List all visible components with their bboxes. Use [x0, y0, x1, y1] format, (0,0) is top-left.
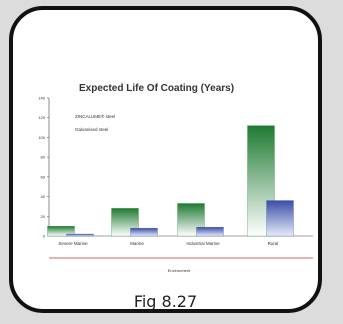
y-tick-label: 0 [43, 234, 46, 239]
bar-series-1-1 [111, 208, 139, 237]
legend-label-series-1: ZINCALUME® steel [75, 113, 115, 119]
bar-series-2-2 [196, 226, 224, 237]
bar-series-2-1 [130, 227, 158, 237]
y-tick-label: 80 [41, 155, 46, 160]
chart-title: Expected Life Of Coating (Years) [79, 83, 234, 94]
bars [47, 125, 294, 237]
chart-area: Expected Life Of Coating (Years) ZINCALU… [31, 68, 318, 280]
legend: ZINCALUME® steel Galvanised steel [75, 113, 115, 132]
category-label: Rural [268, 241, 279, 246]
y-tick-label: 120 [38, 115, 45, 120]
legend-label-series-2: Galvanised steel [75, 127, 108, 132]
category-label: Severe Marine [58, 241, 88, 246]
figure-caption: Fig 8.27 [133, 292, 198, 311]
category-labels: Severe Marine Marine Industrial Marine Rura… [58, 241, 278, 246]
y-tick-label: 40 [41, 194, 46, 199]
category-label: Industrial Marine [186, 241, 220, 246]
y-tick-label: 20 [41, 214, 46, 219]
bar-series-2-0 [66, 233, 94, 237]
figure-frame: Expected Life Of Coating (Years) ZINCALU… [9, 6, 322, 313]
y-tick-label: 60 [41, 174, 46, 179]
bar-series-2-3 [266, 200, 294, 237]
bar-series-1-0 [47, 225, 75, 237]
y-tick-label: 100 [38, 135, 45, 140]
y-tick-label: 140 [38, 96, 45, 101]
coating-life-chart: Expected Life Of Coating (Years) ZINCALU… [38, 83, 313, 273]
group-label: Environment [168, 268, 191, 273]
category-label: Marine [130, 241, 144, 246]
